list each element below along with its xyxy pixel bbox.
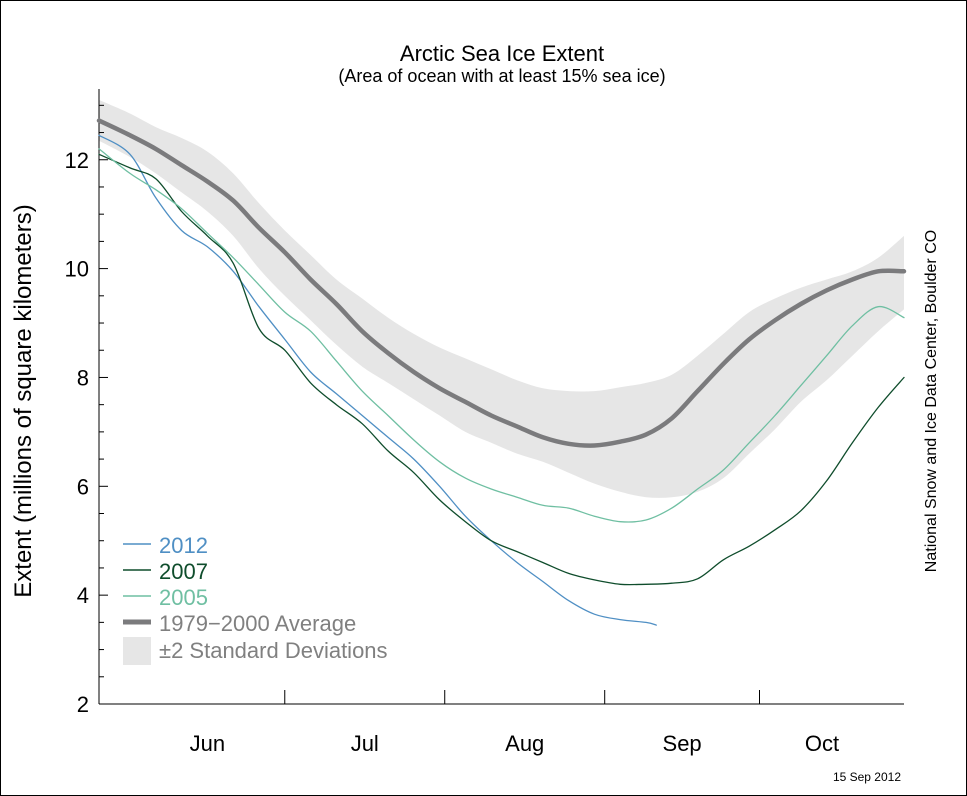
- y-tick-label: 2: [77, 692, 89, 717]
- legend-entry-band-label: ±2 Standard Deviations: [159, 638, 388, 663]
- y-tick-label: 8: [77, 365, 89, 390]
- std-dev-band: [99, 99, 904, 498]
- x-tick-label: Jun: [190, 731, 225, 756]
- x-tick-label: Jul: [351, 731, 379, 756]
- date-stamp: 15 Sep 2012: [833, 770, 901, 784]
- x-tick-label: Oct: [805, 731, 839, 756]
- chart-title: Arctic Sea Ice Extent: [400, 41, 604, 66]
- series-line-2007: [98, 153, 905, 586]
- legend-entry-average-label: 1979−2000 Average: [159, 611, 356, 636]
- y-tick-label: 4: [77, 583, 89, 608]
- legend-entry-band-swatch: [123, 637, 151, 665]
- x-tick-label: Sep: [663, 731, 702, 756]
- y-tick-label: 10: [65, 257, 89, 282]
- chart-subtitle: (Area of ocean with at least 15% sea ice…: [338, 66, 665, 86]
- x-tick-label: Aug: [505, 731, 544, 756]
- y-tick-label: 6: [77, 474, 89, 499]
- legend-entry-2012-label: 2012: [159, 533, 208, 558]
- y-tick-label: 12: [65, 148, 89, 173]
- series-line-2012: [98, 134, 657, 626]
- credit-text: National Snow and Ice Data Center, Bould…: [923, 230, 940, 572]
- series-line-average: [96, 118, 907, 448]
- legend-entry-2005-label: 2005: [159, 585, 208, 610]
- series-line-2005: [98, 148, 905, 523]
- y-axis-label: Extent (millions of square kilometers): [10, 204, 37, 597]
- legend-entry-2007-label: 2007: [159, 559, 208, 584]
- plot-area: 2 4 6 8 10 12 Jun Jul Aug Sep Oct: [65, 89, 907, 756]
